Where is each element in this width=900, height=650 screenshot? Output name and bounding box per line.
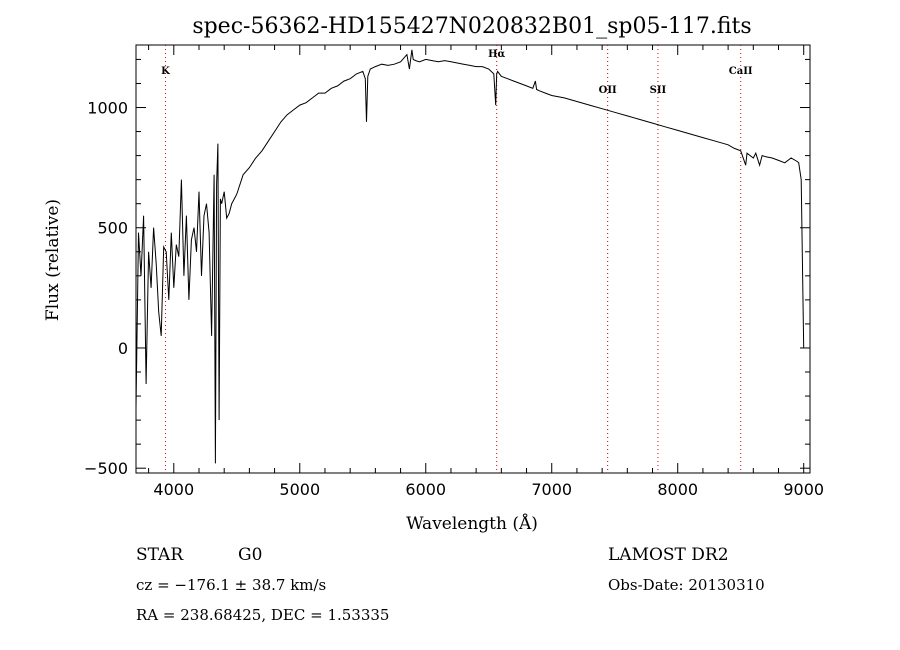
spectral-line-label: SII [650, 85, 667, 96]
spectral-line-label: K [161, 66, 170, 77]
object-subclass: G0 [238, 545, 262, 565]
x-tick-label: 7000 [531, 480, 572, 499]
x-axis-label: Wavelength (Å) [406, 513, 538, 534]
obs-date: Obs-Date: 20130310 [608, 576, 765, 594]
x-tick-label: 5000 [279, 480, 320, 499]
x-tick-label: 4000 [153, 480, 194, 499]
chart-title: spec-56362-HD155427N020832B01_sp05-117.f… [192, 14, 751, 39]
spectral-line-label: CaII [729, 66, 753, 77]
flux-series [135, 49, 805, 464]
survey-name: LAMOST DR2 [608, 545, 729, 565]
y-tick-label: 1000 [87, 99, 128, 118]
x-tick-label: 8000 [657, 480, 698, 499]
y-tick-label: 500 [97, 219, 128, 238]
coordinates: RA = 238.68425, DEC = 1.53335 [136, 606, 389, 624]
redshift-text: cz = −176.1 ± 38.7 km/s [136, 576, 326, 594]
spectral-line-label: OII [599, 85, 617, 96]
object-class: STAR [136, 545, 184, 565]
flux-line [135, 49, 805, 464]
y-tick-label: 0 [118, 339, 128, 358]
x-tick-label: 9000 [783, 480, 824, 499]
x-tick-label: 6000 [405, 480, 446, 499]
axis-tick-labels: 4000 5000 6000 7000 8000 9000 −500 0 500 1000 [84, 99, 824, 499]
axis-ticks [136, 45, 810, 473]
spectral-line-label: Hα [488, 49, 505, 60]
y-tick-label: −500 [84, 459, 128, 478]
spectral-line-markers: K Hα OII SII CaII [161, 45, 753, 473]
plot-frame [135, 44, 811, 474]
y-axis-label: Flux (relative) [43, 199, 63, 321]
